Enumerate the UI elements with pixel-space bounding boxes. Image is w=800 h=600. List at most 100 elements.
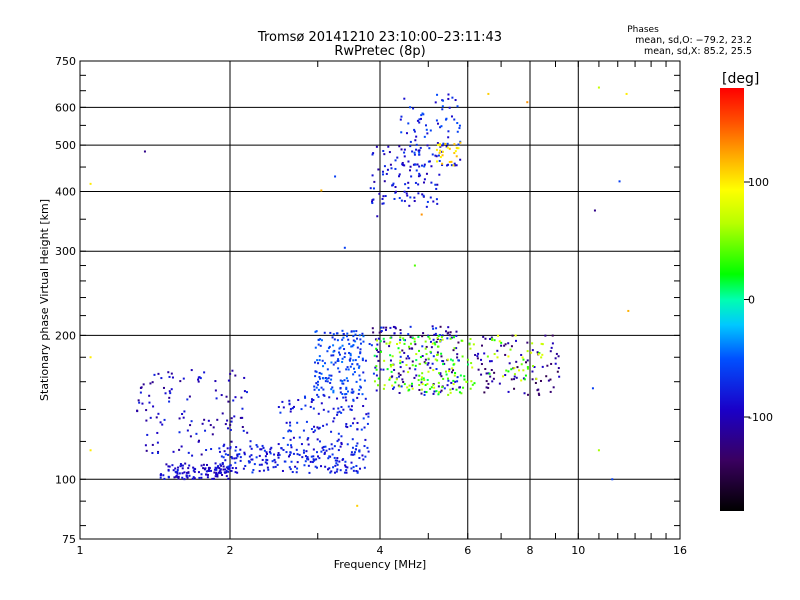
data-point bbox=[239, 416, 242, 419]
data-point bbox=[265, 451, 268, 454]
data-point bbox=[155, 416, 158, 419]
data-point bbox=[456, 122, 459, 125]
data-point bbox=[343, 379, 346, 382]
data-point bbox=[426, 379, 429, 382]
data-point bbox=[429, 196, 432, 199]
data-point bbox=[454, 380, 457, 383]
data-point bbox=[356, 442, 359, 445]
data-point bbox=[537, 388, 540, 391]
data-point bbox=[485, 380, 488, 383]
data-point bbox=[341, 344, 344, 347]
data-point bbox=[145, 419, 148, 422]
data-point bbox=[417, 192, 420, 195]
data-point bbox=[346, 390, 349, 393]
data-point bbox=[375, 374, 378, 377]
data-point bbox=[465, 380, 468, 383]
data-point bbox=[89, 182, 92, 185]
data-point bbox=[531, 349, 534, 352]
data-point bbox=[174, 470, 177, 473]
data-point bbox=[440, 336, 443, 339]
data-point bbox=[480, 373, 483, 376]
data-point bbox=[274, 461, 277, 464]
data-point bbox=[618, 180, 621, 183]
data-point bbox=[330, 443, 333, 446]
y-tick-label: 750 bbox=[55, 55, 76, 68]
data-point bbox=[438, 173, 441, 176]
data-point bbox=[321, 446, 324, 449]
data-point bbox=[137, 399, 140, 402]
data-point bbox=[540, 342, 543, 345]
data-point bbox=[205, 470, 208, 473]
data-point bbox=[317, 427, 320, 430]
data-point bbox=[295, 448, 298, 451]
data-point bbox=[165, 463, 168, 466]
data-point bbox=[498, 340, 501, 343]
data-point bbox=[341, 382, 344, 385]
data-point bbox=[332, 333, 335, 336]
data-point bbox=[403, 338, 406, 341]
data-point bbox=[273, 459, 276, 462]
data-point bbox=[266, 466, 269, 469]
data-point bbox=[332, 363, 335, 366]
data-point bbox=[324, 380, 327, 383]
data-point bbox=[356, 396, 359, 399]
data-point bbox=[322, 424, 325, 427]
data-point bbox=[408, 367, 411, 370]
data-point bbox=[409, 196, 412, 199]
data-point bbox=[490, 336, 493, 339]
data-point bbox=[339, 391, 342, 394]
data-point bbox=[258, 454, 261, 457]
data-point bbox=[367, 450, 370, 453]
data-point bbox=[382, 149, 385, 152]
data-point bbox=[284, 460, 287, 463]
data-point bbox=[252, 468, 255, 471]
y-tick-label: 300 bbox=[55, 245, 76, 258]
data-point bbox=[490, 360, 493, 363]
data-point bbox=[531, 342, 534, 345]
data-point bbox=[515, 360, 518, 363]
data-point bbox=[496, 356, 499, 359]
data-point bbox=[290, 460, 293, 463]
data-point bbox=[381, 197, 384, 200]
data-point bbox=[435, 155, 438, 158]
data-point bbox=[436, 122, 439, 125]
data-point bbox=[225, 471, 228, 474]
data-point bbox=[403, 351, 406, 354]
data-point bbox=[372, 187, 375, 190]
data-point bbox=[298, 453, 301, 456]
data-point bbox=[409, 165, 412, 168]
data-point bbox=[431, 153, 434, 156]
data-point bbox=[421, 372, 424, 375]
data-point bbox=[441, 338, 444, 341]
x-tick-label: 16 bbox=[673, 544, 687, 557]
data-point bbox=[358, 457, 361, 460]
data-point bbox=[203, 418, 206, 421]
data-point bbox=[441, 144, 444, 147]
data-point bbox=[350, 330, 353, 333]
data-point bbox=[549, 350, 552, 353]
data-point bbox=[493, 339, 496, 342]
data-point bbox=[185, 474, 188, 477]
data-point bbox=[304, 455, 307, 458]
data-point bbox=[356, 504, 359, 507]
data-point bbox=[507, 370, 510, 373]
data-point bbox=[399, 118, 402, 121]
data-point bbox=[486, 355, 489, 358]
data-point bbox=[372, 152, 375, 155]
data-point bbox=[399, 336, 402, 339]
data-point bbox=[262, 469, 265, 472]
data-point bbox=[411, 387, 414, 390]
data-point bbox=[539, 379, 542, 382]
data-point bbox=[347, 405, 350, 408]
data-point bbox=[186, 476, 189, 479]
data-point bbox=[159, 476, 162, 479]
data-point bbox=[442, 360, 445, 363]
data-point bbox=[144, 444, 147, 447]
data-point bbox=[260, 448, 263, 451]
data-point bbox=[482, 335, 485, 338]
data-point bbox=[389, 326, 392, 329]
data-point bbox=[230, 420, 233, 423]
data-point bbox=[470, 362, 473, 365]
data-point bbox=[219, 472, 222, 475]
data-point bbox=[426, 363, 429, 366]
